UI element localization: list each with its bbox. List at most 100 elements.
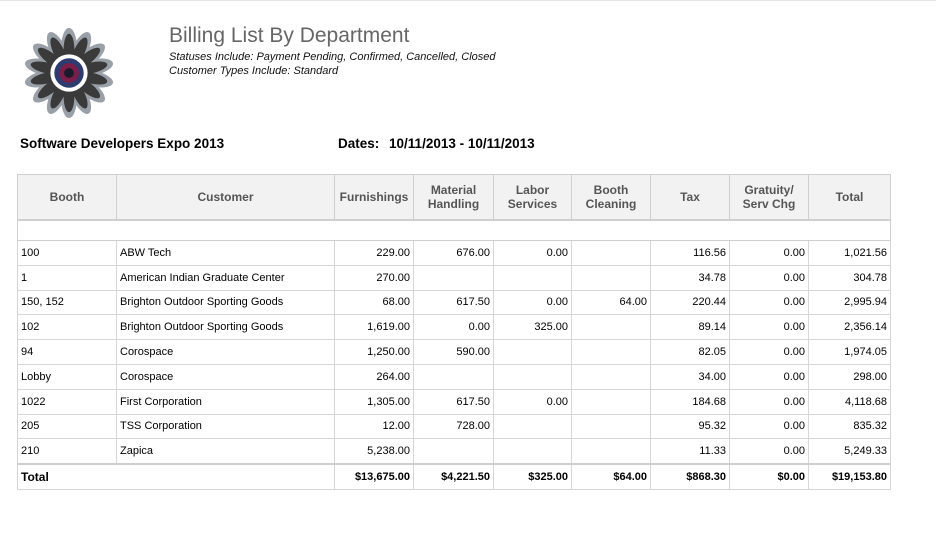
statuses-line: Statuses Include: Payment Pending, Confi… <box>169 51 496 63</box>
col-header-customer[interactable]: Customer <box>116 174 335 221</box>
top-rule <box>0 0 936 1</box>
spacer-cell <box>17 219 891 241</box>
col-header-material-handling[interactable]: Material Handling <box>413 174 494 221</box>
header-line: Cleaning <box>585 197 637 211</box>
cell-labor-services: 325.00 <box>493 314 572 341</box>
cell-tax: 34.78 <box>650 264 730 291</box>
cell-gratuity: 0.00 <box>729 264 809 291</box>
cell-material-handling <box>413 264 494 291</box>
customer-types-line: Customer Types Include: Standard <box>169 65 339 77</box>
cell-gratuity: 0.00 <box>729 289 809 316</box>
cell-furnishings: 68.00 <box>334 289 414 316</box>
cell-customer: Brighton Outdoor Sporting Goods <box>116 314 335 341</box>
cell-booth-cleaning <box>571 388 651 415</box>
spacer-row <box>17 219 891 241</box>
col-header-booth-cleaning[interactable]: Booth Cleaning <box>571 174 651 221</box>
cell-labor-services <box>493 339 572 365</box>
total-labor-services: $325.00 <box>493 463 572 491</box>
cell-customer: American Indian Graduate Center <box>116 264 335 291</box>
col-header-labor-services[interactable]: Labor Services <box>493 174 572 221</box>
cell-tax: 220.44 <box>650 289 730 316</box>
dates-value: 10/11/2013 - 10/11/2013 <box>389 136 535 151</box>
cell-booth: 1 <box>17 264 117 291</box>
cell-material-handling: 617.50 <box>413 388 494 415</box>
table-row[interactable]: 210 Zapica 5,238.00 11.33 0.00 5,249.33 <box>17 438 891 465</box>
cell-booth: 102 <box>17 314 117 341</box>
cell-labor-services <box>493 438 572 465</box>
cell-gratuity: 0.00 <box>729 240 809 266</box>
table-row[interactable]: 94 Corospace 1,250.00 590.00 82.05 0.00 1,974.… <box>17 339 891 365</box>
header-line: Services <box>507 197 558 211</box>
total-material-handling: $4,221.50 <box>413 463 494 491</box>
table-row[interactable]: 150, 152 Brighton Outdoor Sporting Goods 6… <box>17 289 891 316</box>
cell-tax: 116.56 <box>650 240 730 266</box>
cell-booth-cleaning <box>571 240 651 266</box>
table-row[interactable]: 1 American Indian Graduate Center 270.00 34… <box>17 264 891 291</box>
col-header-tax[interactable]: Tax <box>650 174 730 221</box>
cell-gratuity: 0.00 <box>729 438 809 465</box>
col-header-booth[interactable]: Booth <box>17 174 117 221</box>
header-line: Serv Chg <box>742 197 796 211</box>
cell-furnishings: 1,305.00 <box>334 388 414 415</box>
cell-booth-cleaning <box>571 264 651 291</box>
header-line: Handling <box>427 197 480 211</box>
totals-label: Total <box>17 463 335 491</box>
cell-booth: 100 <box>17 240 117 266</box>
cell-total: 2,995.94 <box>808 289 891 316</box>
total-gratuity: $0.00 <box>729 463 809 491</box>
cell-material-handling: 617.50 <box>413 289 494 316</box>
cell-total: 2,356.14 <box>808 314 891 341</box>
table-row[interactable]: 1022 First Corporation 1,305.00 617.50 0.00 1… <box>17 388 891 415</box>
cell-furnishings: 1,250.00 <box>334 339 414 365</box>
cell-customer: Zapica <box>116 438 335 465</box>
cell-material-handling: 728.00 <box>413 413 494 440</box>
cell-labor-services <box>493 413 572 440</box>
cell-total: 5,249.33 <box>808 438 891 465</box>
col-header-total[interactable]: Total <box>808 174 891 221</box>
table-row[interactable]: 205 TSS Corporation 12.00 728.00 95.32 0.00 83… <box>17 413 891 440</box>
cell-customer: Corospace <box>116 363 335 390</box>
header-line: Gratuity/ <box>744 183 794 197</box>
cell-booth-cleaning <box>571 413 651 440</box>
table-row[interactable]: Lobby Corospace 264.00 34.00 0.00 298.00 <box>17 363 891 390</box>
table-row[interactable]: 100 ABW Tech 229.00 676.00 0.00 116.56 0.00 1,0… <box>17 240 891 266</box>
cell-labor-services: 0.00 <box>493 240 572 266</box>
cell-tax: 82.05 <box>650 339 730 365</box>
event-name: Software Developers Expo 2013 <box>20 136 225 151</box>
header-line: Booth <box>593 183 629 197</box>
header-line: Material <box>430 183 477 197</box>
cell-labor-services <box>493 264 572 291</box>
col-header-furnishings[interactable]: Furnishings <box>334 174 414 221</box>
flower-logo-icon <box>24 27 114 119</box>
cell-booth: 210 <box>17 438 117 465</box>
cell-booth-cleaning: 64.00 <box>571 289 651 316</box>
cell-tax: 89.14 <box>650 314 730 341</box>
billing-table: Booth Customer Furnishings Material Handl… <box>17 174 891 491</box>
cell-booth: Lobby <box>17 363 117 390</box>
cell-material-handling <box>413 438 494 465</box>
report-title: Billing List By Department <box>169 24 410 47</box>
cell-material-handling: 590.00 <box>413 339 494 365</box>
cell-booth-cleaning <box>571 339 651 365</box>
cell-material-handling: 676.00 <box>413 240 494 266</box>
cell-gratuity: 0.00 <box>729 413 809 440</box>
cell-total: 4,118.68 <box>808 388 891 415</box>
total-grand: $19,153.80 <box>808 463 891 491</box>
cell-total: 835.32 <box>808 413 891 440</box>
table-row[interactable]: 102 Brighton Outdoor Sporting Goods 1,619.… <box>17 314 891 341</box>
cell-gratuity: 0.00 <box>729 388 809 415</box>
cell-total: 304.78 <box>808 264 891 291</box>
cell-material-handling <box>413 363 494 390</box>
cell-labor-services <box>493 363 572 390</box>
cell-booth: 94 <box>17 339 117 365</box>
cell-booth: 1022 <box>17 388 117 415</box>
cell-customer: Corospace <box>116 339 335 365</box>
cell-booth-cleaning <box>571 363 651 390</box>
cell-tax: 11.33 <box>650 438 730 465</box>
cell-total: 298.00 <box>808 363 891 390</box>
cell-tax: 95.32 <box>650 413 730 440</box>
cell-gratuity: 0.00 <box>729 339 809 365</box>
total-furnishings: $13,675.00 <box>334 463 414 491</box>
cell-customer: First Corporation <box>116 388 335 415</box>
col-header-gratuity[interactable]: Gratuity/Serv Chg <box>729 174 809 221</box>
